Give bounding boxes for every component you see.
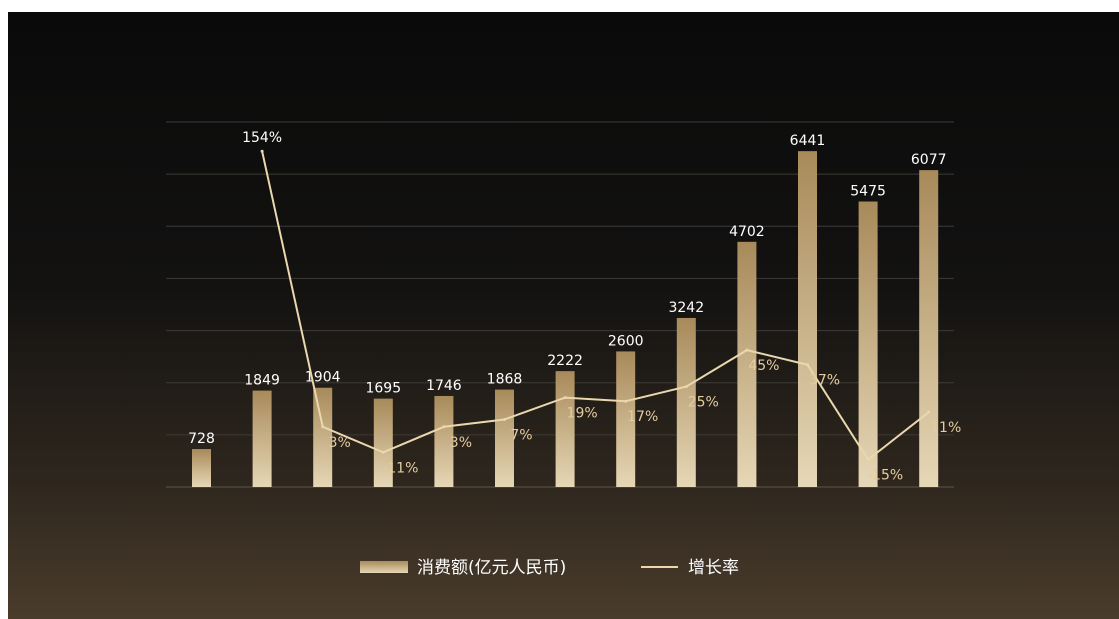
growth-rate-line [261,150,930,462]
growth-rate-label: 3% [450,435,472,451]
bar [192,449,211,487]
bar [555,371,575,487]
bar [434,395,454,487]
bar-value-label: 1849 [244,373,280,389]
chart-panel: 728 1849 1904 1695 1746 1868 2222 2600 3242 4702 6… [8,12,1119,619]
legend-label-line: 增长率 [688,558,739,578]
growth-rate-label: 37% [809,373,840,389]
bar-value-label: 1746 [426,378,462,394]
bar-value-label: 2222 [547,353,583,369]
bar [858,201,878,487]
bar [495,389,514,487]
growth-rate-point [624,399,628,403]
growth-rate-point [260,149,264,153]
growth-rate-label: 11% [930,420,961,436]
growth-line [260,149,931,462]
growth-rate-point [503,417,506,421]
bar-value-label: 3242 [668,300,704,316]
legend-label-bar: 消费额(亿元人民币) [417,558,566,578]
growth-rate-point [381,450,385,454]
bar-value-label: 6441 [790,133,826,149]
bar-value-label: 6077 [911,152,947,168]
growth-rate-point [563,396,567,400]
bar [313,387,333,487]
bar [798,151,817,487]
growth-rate-label: 17% [627,409,658,425]
bar-value-label: 4702 [729,224,765,240]
bar-value-label: 5475 [850,184,886,200]
bar-value-label: 2600 [608,333,644,349]
growth-rate-label: 7% [510,427,532,443]
bar [737,241,757,487]
bars [192,151,939,487]
bar [676,317,696,487]
legend-swatch-bar [360,561,408,573]
bar [373,398,393,487]
bar-value-label: 728 [188,431,215,447]
growth-rate-label: 19% [567,406,598,422]
growth-rate-label: 25% [688,395,719,411]
bar [616,351,636,487]
growth-rate-labels: 154% 3% -11% 3% 7% 19% 17% 25% 45% 37% -15% 11% [242,130,961,483]
growth-rate-point [321,425,325,429]
growth-rate-point [806,363,809,367]
growth-rate-label: -15% [867,468,903,484]
growth-rate-label: 45% [748,358,779,374]
bar-value-label: 1695 [365,381,401,397]
growth-rate-point [745,348,749,352]
growth-rate-point [866,458,870,462]
growth-rate-label: 154% [242,130,282,146]
growth-rate-point [927,410,931,414]
bar [919,170,939,487]
growth-rate-point [684,385,688,389]
bar-value-label: 1868 [487,372,523,388]
growth-rate-point [442,425,446,429]
growth-rate-label: 3% [329,435,351,451]
bar [252,390,272,487]
growth-rate-label: -11% [382,460,418,476]
legend: 消费额(亿元人民币) 增长率 [360,558,739,578]
